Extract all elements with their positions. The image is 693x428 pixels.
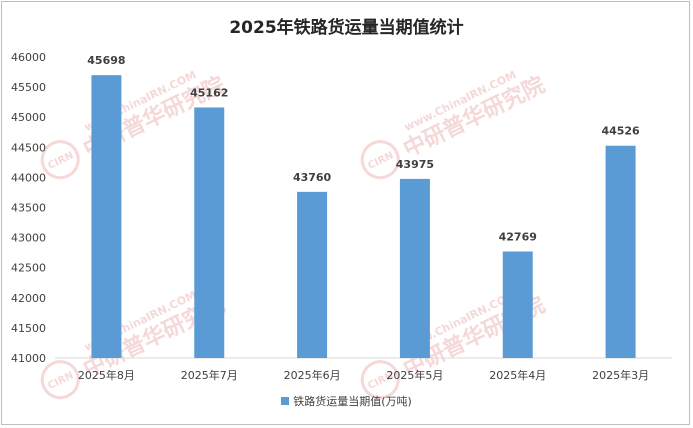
- legend: 铁路货运量当期值(万吨): [0, 393, 693, 409]
- bar: [194, 107, 225, 358]
- x-tick-label: 2025年4月: [489, 368, 546, 382]
- legend-label: 铁路货运量当期值(万吨): [293, 395, 412, 408]
- x-tick-label: 2025年3月: [592, 368, 649, 382]
- y-tick-label: 43500: [11, 202, 46, 215]
- x-tick-label: 2025年8月: [78, 368, 135, 382]
- x-tick-label: 2025年6月: [284, 368, 341, 382]
- y-axis: 41000 41500 42000 42500 43000 43500 44000 44500…: [11, 51, 672, 365]
- bar: [297, 191, 328, 358]
- x-tick-label: 2025年7月: [181, 368, 238, 382]
- watermark-logo-ring: [360, 360, 400, 400]
- bar: [502, 251, 533, 358]
- watermark-logo-ring: [40, 360, 80, 400]
- y-tick-label: 45500: [11, 81, 46, 94]
- x-tick-label: 2025年5月: [386, 368, 443, 382]
- y-tick-label: 41000: [11, 352, 46, 365]
- watermark-logo-text: CIRN: [46, 150, 75, 172]
- y-tick-label: 44000: [11, 171, 46, 184]
- y-tick-label: 45000: [11, 111, 46, 124]
- bar-series: 45698 45162 43760 43975 42769 44526: [87, 54, 640, 359]
- bar: [399, 178, 430, 358]
- y-tick-label: 44500: [11, 141, 46, 154]
- y-tick-label: 42500: [11, 262, 46, 275]
- legend-swatch: [281, 397, 290, 405]
- y-tick-label: 46000: [11, 51, 46, 64]
- data-label: 43760: [293, 171, 332, 184]
- bar: [91, 75, 122, 359]
- data-label: 45698: [87, 54, 125, 67]
- watermark-logo-text: CIRN: [366, 150, 395, 172]
- data-label: 42769: [499, 231, 537, 244]
- watermark-logo-text: CIRN: [46, 370, 75, 392]
- y-tick-label: 43000: [11, 232, 46, 245]
- bar: [605, 145, 636, 358]
- watermark-logo-ring: [40, 140, 80, 180]
- data-label: 44526: [601, 125, 640, 138]
- chart-title: 2025年铁路货运量当期值统计: [229, 18, 464, 38]
- data-label: 45162: [190, 86, 228, 99]
- y-tick-label: 42000: [11, 292, 46, 305]
- y-tick-label: 41500: [11, 322, 46, 335]
- x-axis: 2025年8月 2025年7月 2025年6月 2025年5月 2025年4月 2025年…: [78, 368, 649, 382]
- data-label: 43975: [396, 158, 434, 171]
- watermark-logo-ring: [360, 140, 400, 180]
